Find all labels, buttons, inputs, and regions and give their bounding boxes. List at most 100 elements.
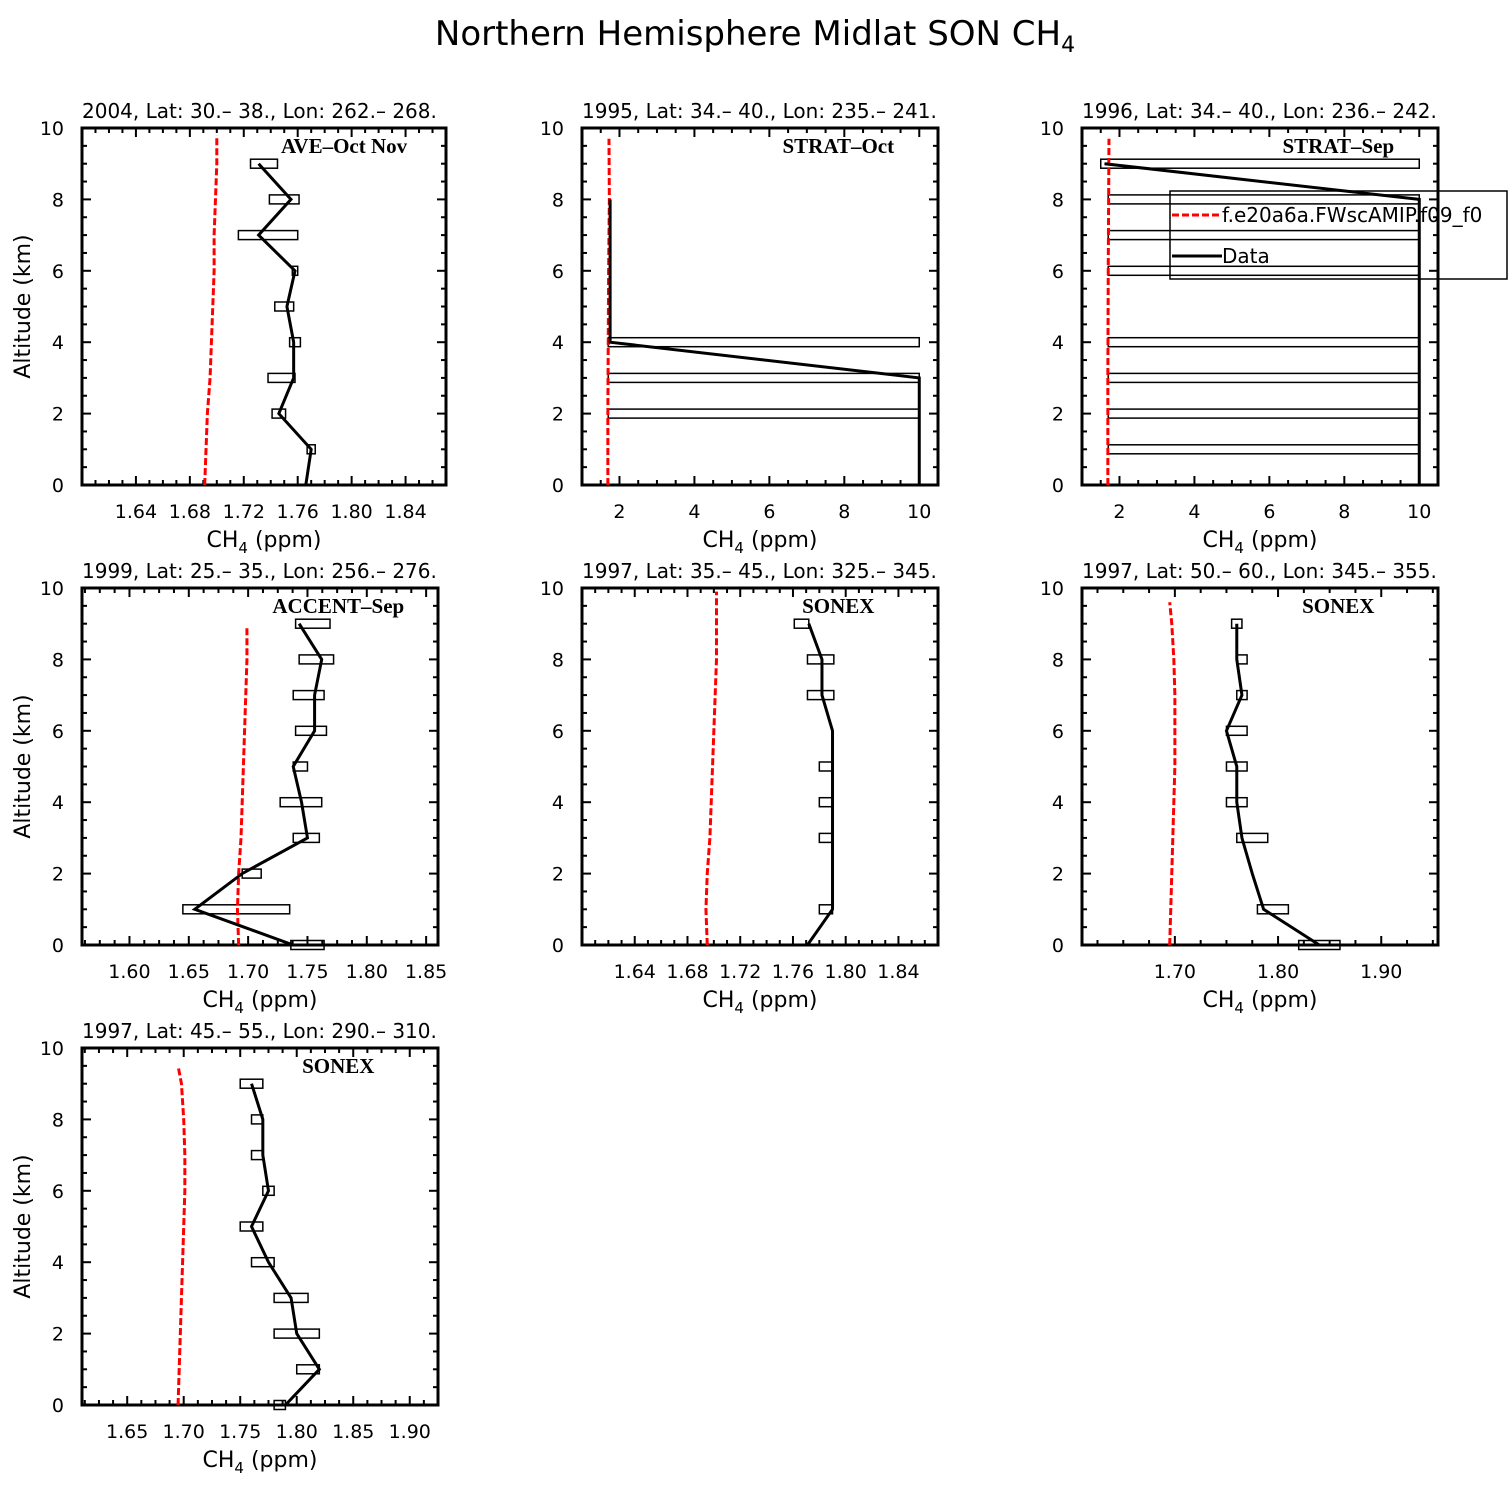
data-range-box-5 bbox=[250, 1256, 275, 1268]
y-tick-label: 8 bbox=[52, 1109, 64, 1131]
x-tick-label: 1.70 bbox=[227, 961, 269, 983]
x-tick-label: 1.70 bbox=[163, 1421, 205, 1443]
y-tick-label: 4 bbox=[1052, 332, 1064, 354]
x-axis-label-main: CH bbox=[703, 528, 735, 553]
x-axis-label-subscript: 4 bbox=[234, 999, 244, 1017]
y-tick-label: 6 bbox=[52, 721, 64, 743]
legend-data-label: Data bbox=[1222, 244, 1270, 268]
data-series-line bbox=[191, 622, 324, 947]
x-tick-label: 2 bbox=[1113, 501, 1125, 523]
panel-header: 1997, Lat: 50.– 60., Lon: 345.– 355. bbox=[1082, 559, 1437, 583]
data-range-box-2 bbox=[1107, 408, 1421, 419]
y-tick-label: 2 bbox=[52, 404, 64, 426]
x-tick-label: 1.68 bbox=[666, 961, 708, 983]
x-tick-label: 1.80 bbox=[825, 961, 867, 983]
y-tick-label: 4 bbox=[52, 1252, 64, 1274]
data-series-line bbox=[1104, 162, 1421, 485]
legend: f.e20a6a.FWscAMIP.f09_f0 Data bbox=[1169, 190, 1508, 280]
panel-header: 1997, Lat: 45.– 55., Lon: 290.– 310. bbox=[82, 1019, 437, 1043]
model-series-line bbox=[203, 135, 219, 486]
data-range-box-3 bbox=[1107, 372, 1421, 384]
y-tick-label: 8 bbox=[52, 649, 64, 671]
y-tick-label: 4 bbox=[1052, 792, 1064, 814]
x-tick-label: 1.90 bbox=[1360, 961, 1402, 983]
data-range-box-4 bbox=[1107, 336, 1421, 348]
y-tick-label: 10 bbox=[540, 118, 564, 140]
y-tick-label: 0 bbox=[552, 475, 564, 497]
x-axis-label: CH4 (ppm) bbox=[703, 528, 818, 557]
data-range-box-1 bbox=[607, 408, 921, 419]
panel-header: 2004, Lat: 30.– 38., Lon: 262.– 268. bbox=[82, 99, 437, 123]
y-tick-label: 10 bbox=[1040, 118, 1064, 140]
y-tick-label: 6 bbox=[52, 1181, 64, 1203]
data-range-box-8 bbox=[292, 689, 325, 701]
data-range-box-8 bbox=[1099, 158, 1421, 169]
x-tick-label: 1.84 bbox=[877, 961, 919, 983]
legend-box bbox=[1169, 190, 1508, 280]
y-tick-label: 8 bbox=[552, 649, 564, 671]
data-range-box-8 bbox=[250, 1149, 264, 1161]
x-tick-label: 8 bbox=[838, 501, 850, 523]
y-tick-label: 0 bbox=[1052, 935, 1064, 957]
x-tick-label: 1.64 bbox=[614, 961, 656, 983]
x-tick-label: 1.68 bbox=[169, 501, 211, 523]
x-axis-label-main: CH bbox=[703, 988, 735, 1013]
model-series-line bbox=[1168, 602, 1177, 946]
panels: 2004, Lat: 30.– 38., Lon: 262.– 268. AVE–… bbox=[11, 99, 1508, 1477]
model-series-line bbox=[704, 591, 718, 946]
plot-frame bbox=[580, 586, 940, 947]
y-tick-label: 6 bbox=[52, 261, 64, 283]
y-tick-label: 0 bbox=[1052, 475, 1064, 497]
data-range-box-6 bbox=[1107, 229, 1421, 241]
y-tick-label: 8 bbox=[52, 189, 64, 211]
data-series-line bbox=[249, 1083, 322, 1407]
data-range-box-10 bbox=[294, 618, 331, 629]
y-tick-label: 8 bbox=[1052, 649, 1064, 671]
data-series-line bbox=[608, 199, 921, 485]
panel-header: 1999, Lat: 25.– 35., Lon: 256.– 276. bbox=[82, 559, 437, 583]
x-tick-label: 1.76 bbox=[277, 501, 319, 523]
data-range-box-8 bbox=[268, 194, 300, 205]
plot-frame bbox=[580, 126, 940, 487]
x-tick-label: 1.85 bbox=[405, 961, 447, 983]
x-axis-label-subscript: 4 bbox=[734, 539, 744, 557]
x-tick-label: 1.65 bbox=[106, 1421, 148, 1443]
data-range-box-1 bbox=[1297, 939, 1341, 951]
y-tick-label: 6 bbox=[552, 721, 564, 743]
data-range-box-9 bbox=[298, 654, 335, 665]
data-range-box-1 bbox=[1107, 444, 1421, 455]
y-tick-label: 0 bbox=[52, 475, 64, 497]
y-tick-label: 0 bbox=[52, 935, 64, 957]
x-tick-label: 8 bbox=[1338, 501, 1350, 523]
x-tick-label: 4 bbox=[1188, 501, 1200, 523]
campaign-label: AVE–Oct Nov bbox=[281, 134, 408, 158]
data-range-box-7 bbox=[793, 618, 810, 629]
x-tick-label: 1.75 bbox=[286, 961, 328, 983]
x-axis-label-main: CH bbox=[1203, 988, 1235, 1013]
model-series-line bbox=[176, 1065, 187, 1406]
y-tick-label: 10 bbox=[40, 118, 64, 140]
x-axis-label-subscript: 4 bbox=[1234, 999, 1244, 1017]
data-series-line bbox=[256, 162, 313, 486]
data-range-box-2 bbox=[818, 832, 834, 844]
x-axis-label-unit: (ppm) bbox=[244, 988, 318, 1013]
x-tick-label: 1.70 bbox=[1154, 961, 1196, 983]
x-tick-label: 1.65 bbox=[168, 961, 210, 983]
y-tick-label: 10 bbox=[40, 578, 64, 600]
panel-header: 1996, Lat: 34.– 40., Lon: 236.– 242. bbox=[1082, 99, 1437, 123]
x-tick-label: 1.84 bbox=[384, 501, 426, 523]
x-axis-label-unit: (ppm) bbox=[248, 528, 322, 553]
x-axis-label-unit: (ppm) bbox=[1244, 988, 1318, 1013]
y-tick-label: 6 bbox=[552, 261, 564, 283]
x-tick-label: 2 bbox=[613, 501, 625, 523]
panel-header: 1997, Lat: 35.– 45., Lon: 325.– 345. bbox=[582, 559, 937, 583]
chart-panel-7: 1997, Lat: 45.– 55., Lon: 290.– 310. SONE… bbox=[11, 1019, 440, 1477]
x-tick-label: 1.80 bbox=[346, 961, 388, 983]
y-tick-label: 6 bbox=[1052, 261, 1064, 283]
x-tick-label: 1.85 bbox=[332, 1421, 374, 1443]
chart-panel-1: 2004, Lat: 30.– 38., Lon: 262.– 268. AVE–… bbox=[11, 99, 448, 557]
y-tick-label: 8 bbox=[552, 189, 564, 211]
y-tick-label: 10 bbox=[40, 1038, 64, 1060]
plot-frame bbox=[1080, 586, 1440, 947]
